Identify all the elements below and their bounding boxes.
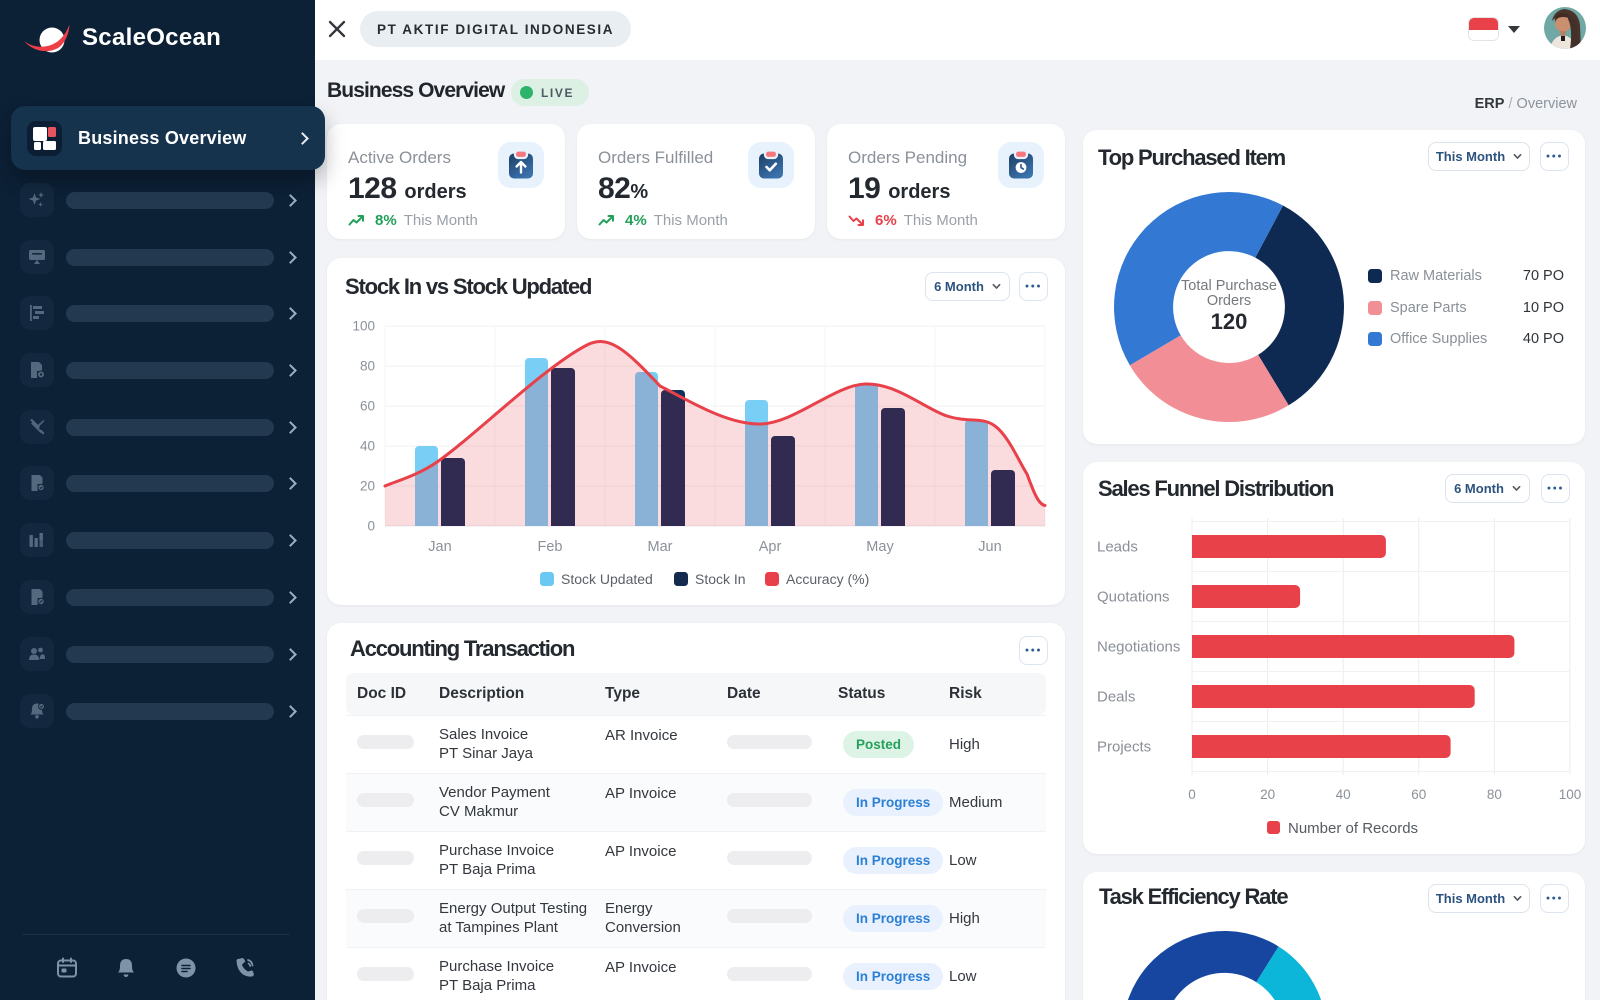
svg-text:80: 80 [360,359,375,374]
svg-text:Projects: Projects [1097,739,1151,756]
svg-text:Stock Updated: Stock Updated [561,571,653,587]
svg-text:Feb: Feb [538,539,563,555]
svg-text:40: 40 [1336,787,1351,802]
svg-text:Number of Records: Number of Records [1288,820,1418,837]
svg-text:Leads: Leads [1097,539,1138,556]
svg-text:Negotiations: Negotiations [1097,639,1180,656]
svg-text:Jun: Jun [978,539,1001,555]
svg-text:80: 80 [1487,787,1502,802]
svg-text:Orders: Orders [1207,293,1251,309]
svg-text:0: 0 [367,519,375,534]
svg-text:20: 20 [1260,787,1275,802]
svg-text:Jan: Jan [428,539,451,555]
svg-text:Mar: Mar [648,539,673,555]
svg-text:20: 20 [360,479,375,494]
svg-text:120: 120 [1211,309,1248,334]
svg-text:Apr: Apr [759,539,782,555]
svg-text:40: 40 [360,439,375,454]
svg-text:60: 60 [1411,787,1426,802]
svg-text:Stock In: Stock In [695,571,746,587]
svg-text:100: 100 [1559,787,1582,802]
svg-text:100: 100 [352,319,375,334]
svg-text:Quotations: Quotations [1097,589,1170,606]
svg-text:60: 60 [360,399,375,414]
svg-text:Deals: Deals [1097,689,1135,706]
svg-text:Accuracy (%): Accuracy (%) [786,571,869,587]
svg-text:0: 0 [1188,787,1196,802]
svg-text:May: May [866,539,894,555]
svg-text:Total Purchase: Total Purchase [1181,278,1277,294]
